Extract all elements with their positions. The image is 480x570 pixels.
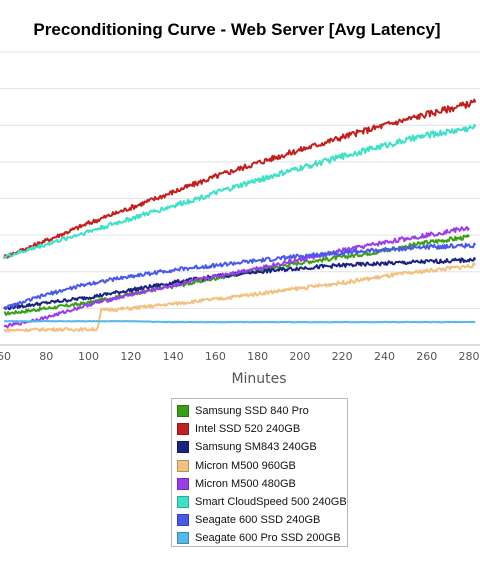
legend-item: Micron M500 480GB bbox=[177, 475, 347, 493]
x-axis-label: Minutes bbox=[231, 371, 286, 387]
chart-title: Preconditioning Curve - Web Server [Avg … bbox=[33, 20, 440, 39]
series-line bbox=[3, 257, 477, 311]
legend-item: Smart CloudSpeed 500 240GB bbox=[177, 493, 347, 511]
legend-item: Intel SSD 520 240GB bbox=[177, 420, 347, 438]
x-tick-label: 260 bbox=[416, 350, 437, 363]
x-tick-label: 80 bbox=[39, 350, 53, 363]
legend-label: Intel SSD 520 240GB bbox=[195, 423, 301, 436]
legend-swatch bbox=[177, 405, 189, 418]
legend-label: Samsung SM843 240GB bbox=[195, 441, 317, 454]
legend-swatch bbox=[177, 496, 189, 509]
legend-label: Samsung SSD 840 Pro bbox=[195, 405, 309, 418]
x-tick-label: 140 bbox=[163, 350, 184, 363]
grid bbox=[0, 51, 480, 346]
series-line bbox=[3, 123, 477, 260]
x-tick-label: 220 bbox=[332, 350, 353, 363]
legend: Samsung SSD 840 Pro Intel SSD 520 240GB Sa… bbox=[171, 398, 348, 547]
legend-item: Samsung SM843 240GB bbox=[177, 438, 347, 456]
x-tick-label: 120 bbox=[120, 350, 141, 363]
series-line bbox=[3, 262, 477, 333]
series-line bbox=[3, 98, 477, 260]
legend-item: Samsung SSD 840 Pro bbox=[177, 402, 347, 420]
x-tick-label: 100 bbox=[78, 350, 99, 363]
legend-swatch bbox=[177, 514, 189, 527]
legend-label: Micron M500 960GB bbox=[195, 459, 296, 472]
series-line bbox=[3, 319, 476, 324]
legend-label: Seagate 600 SSD 240GB bbox=[195, 514, 321, 527]
series-line bbox=[3, 242, 477, 311]
series-lines bbox=[3, 98, 477, 333]
legend-swatch bbox=[177, 441, 189, 454]
legend-item: Seagate 600 Pro SSD 200GB bbox=[177, 529, 347, 547]
x-tick-label: 240 bbox=[374, 350, 395, 363]
series-line bbox=[3, 226, 470, 329]
legend-swatch bbox=[177, 532, 189, 545]
x-tick-label: 180 bbox=[247, 350, 268, 363]
legend-label: Smart CloudSpeed 500 240GB bbox=[195, 496, 347, 509]
legend-label: Seagate 600 Pro SSD 200GB bbox=[195, 532, 341, 545]
legend-item: Seagate 600 SSD 240GB bbox=[177, 511, 347, 529]
legend-swatch bbox=[177, 477, 189, 490]
legend-swatch bbox=[177, 423, 189, 436]
legend-swatch bbox=[177, 459, 189, 472]
x-tick-label: 60 bbox=[0, 350, 11, 363]
x-axis-ticks: 60 80 100 120 140 160 180 200 220 240 260 280 bbox=[0, 350, 480, 363]
x-tick-label: 160 bbox=[205, 350, 226, 363]
x-tick-label: 280 bbox=[459, 350, 480, 363]
x-tick-label: 200 bbox=[289, 350, 310, 363]
legend-item: Micron M500 960GB bbox=[177, 457, 347, 475]
legend-label: Micron M500 480GB bbox=[195, 477, 296, 490]
